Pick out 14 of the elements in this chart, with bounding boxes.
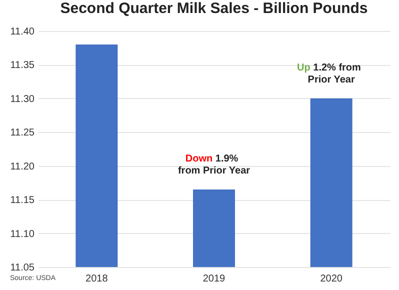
chart-title: Second Quarter Milk Sales - Billion Pounds [60, 0, 368, 17]
annotation: Up 1.2% from Prior Year [296, 62, 362, 86]
y-tick-label: 11.35 [10, 60, 35, 72]
x-tick-label: 2018 [86, 274, 108, 284]
annotation: Down 1.9% from Prior Year [178, 153, 250, 176]
y-tick-label: 11.20 [10, 161, 35, 172]
y-tick-label: 11.25 [10, 128, 35, 139]
y-tick-label: 11.40 [10, 26, 35, 38]
x-tick-label: 2019 [202, 274, 226, 284]
y-tick-label: 11.05 [10, 262, 35, 274]
y-tick-label: 11.30 [10, 94, 35, 105]
y-tick-label: 11.10 [10, 228, 35, 240]
x-tick-label: 2020 [320, 274, 343, 284]
y-tick-label: 11.15 [10, 195, 35, 206]
